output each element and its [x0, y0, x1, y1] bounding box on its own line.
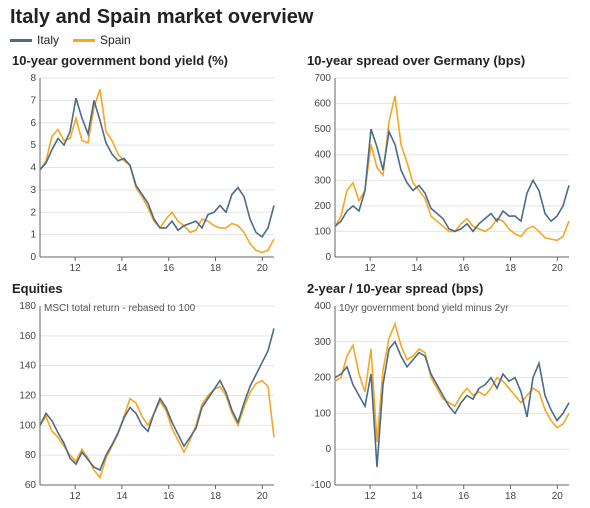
svg-text:12: 12 [70, 263, 82, 274]
svg-text:160: 160 [19, 331, 36, 342]
panel-title: Equities [12, 281, 285, 296]
chart-spread-2y10y: -100 0 100 200 300 400 12 14 16 18 20 [305, 298, 575, 503]
chart-equities: 60 80 100 120 140 160 180 12 14 16 18 20 [10, 298, 280, 503]
legend-label-italy: Italy [37, 33, 59, 47]
legend-label-spain: Spain [100, 33, 131, 47]
svg-text:8: 8 [30, 73, 36, 84]
svg-text:300: 300 [314, 337, 331, 348]
svg-text:16: 16 [163, 263, 175, 274]
svg-text:12: 12 [365, 491, 377, 502]
panel-spread-germany: 10-year spread over Germany (bps) 0 100 20… [305, 53, 580, 275]
svg-text:200: 200 [314, 201, 331, 212]
svg-text:12: 12 [70, 491, 82, 502]
panel-equities: Equities MSCI total return - rebased to … [10, 281, 285, 503]
svg-text:0: 0 [30, 252, 36, 263]
legend-item-spain: Spain [73, 33, 131, 47]
svg-text:16: 16 [458, 263, 470, 274]
legend-item-italy: Italy [10, 33, 59, 47]
svg-text:20: 20 [552, 263, 564, 274]
svg-text:120: 120 [19, 391, 36, 402]
svg-text:500: 500 [314, 124, 331, 135]
svg-text:12: 12 [365, 263, 377, 274]
chart-bond-yield: 0123456781214161820 [10, 70, 280, 275]
svg-text:0: 0 [325, 444, 331, 455]
svg-text:1: 1 [30, 230, 36, 241]
svg-text:100: 100 [19, 420, 36, 431]
svg-text:20: 20 [257, 491, 269, 502]
svg-text:100: 100 [314, 408, 331, 419]
svg-text:-100: -100 [311, 480, 331, 491]
panel-subtitle: MSCI total return - rebased to 100 [44, 303, 195, 314]
svg-text:80: 80 [25, 450, 37, 461]
panel-title: 10-year spread over Germany (bps) [307, 53, 580, 68]
svg-text:16: 16 [458, 491, 470, 502]
panel-title: 10-year government bond yield (%) [12, 53, 285, 68]
svg-text:400: 400 [314, 150, 331, 161]
panel-bond-yield: 10-year government bond yield (%) 012345… [10, 53, 285, 275]
svg-text:200: 200 [314, 373, 331, 384]
chart-spread-germany: 0 100 200 300 400 500 600 700 12 14 16 18 20 [305, 70, 575, 275]
svg-text:20: 20 [257, 263, 269, 274]
svg-text:180: 180 [19, 301, 36, 312]
legend-swatch-italy [10, 39, 32, 42]
svg-text:2: 2 [30, 207, 36, 218]
svg-text:3: 3 [30, 185, 36, 196]
svg-text:14: 14 [116, 491, 128, 502]
svg-text:14: 14 [116, 263, 128, 274]
svg-text:14: 14 [411, 263, 423, 274]
svg-text:300: 300 [314, 175, 331, 186]
svg-text:20: 20 [552, 491, 564, 502]
svg-text:18: 18 [210, 263, 222, 274]
svg-text:4: 4 [30, 163, 36, 174]
panel-spread-2y10y: 2-year / 10-year spread (bps) 10yr gover… [305, 281, 580, 503]
svg-text:600: 600 [314, 99, 331, 110]
svg-text:6: 6 [30, 118, 36, 129]
panel-subtitle: 10yr government bond yield minus 2yr [339, 303, 509, 314]
svg-text:16: 16 [163, 491, 175, 502]
page-title: Italy and Spain market overview [10, 6, 580, 29]
legend-swatch-spain [73, 39, 95, 42]
chart-grid: 10-year government bond yield (%) 012345… [10, 53, 580, 503]
svg-text:60: 60 [25, 480, 37, 491]
svg-text:7: 7 [30, 95, 36, 106]
panel-title: 2-year / 10-year spread (bps) [307, 281, 580, 296]
svg-text:400: 400 [314, 301, 331, 312]
svg-text:100: 100 [314, 226, 331, 237]
svg-text:0: 0 [325, 252, 331, 263]
legend: Italy Spain [10, 33, 580, 47]
svg-text:5: 5 [30, 140, 36, 151]
svg-text:700: 700 [314, 73, 331, 84]
svg-text:18: 18 [210, 491, 222, 502]
svg-text:140: 140 [19, 361, 36, 372]
svg-text:18: 18 [505, 491, 517, 502]
svg-text:18: 18 [505, 263, 517, 274]
svg-text:14: 14 [411, 491, 423, 502]
